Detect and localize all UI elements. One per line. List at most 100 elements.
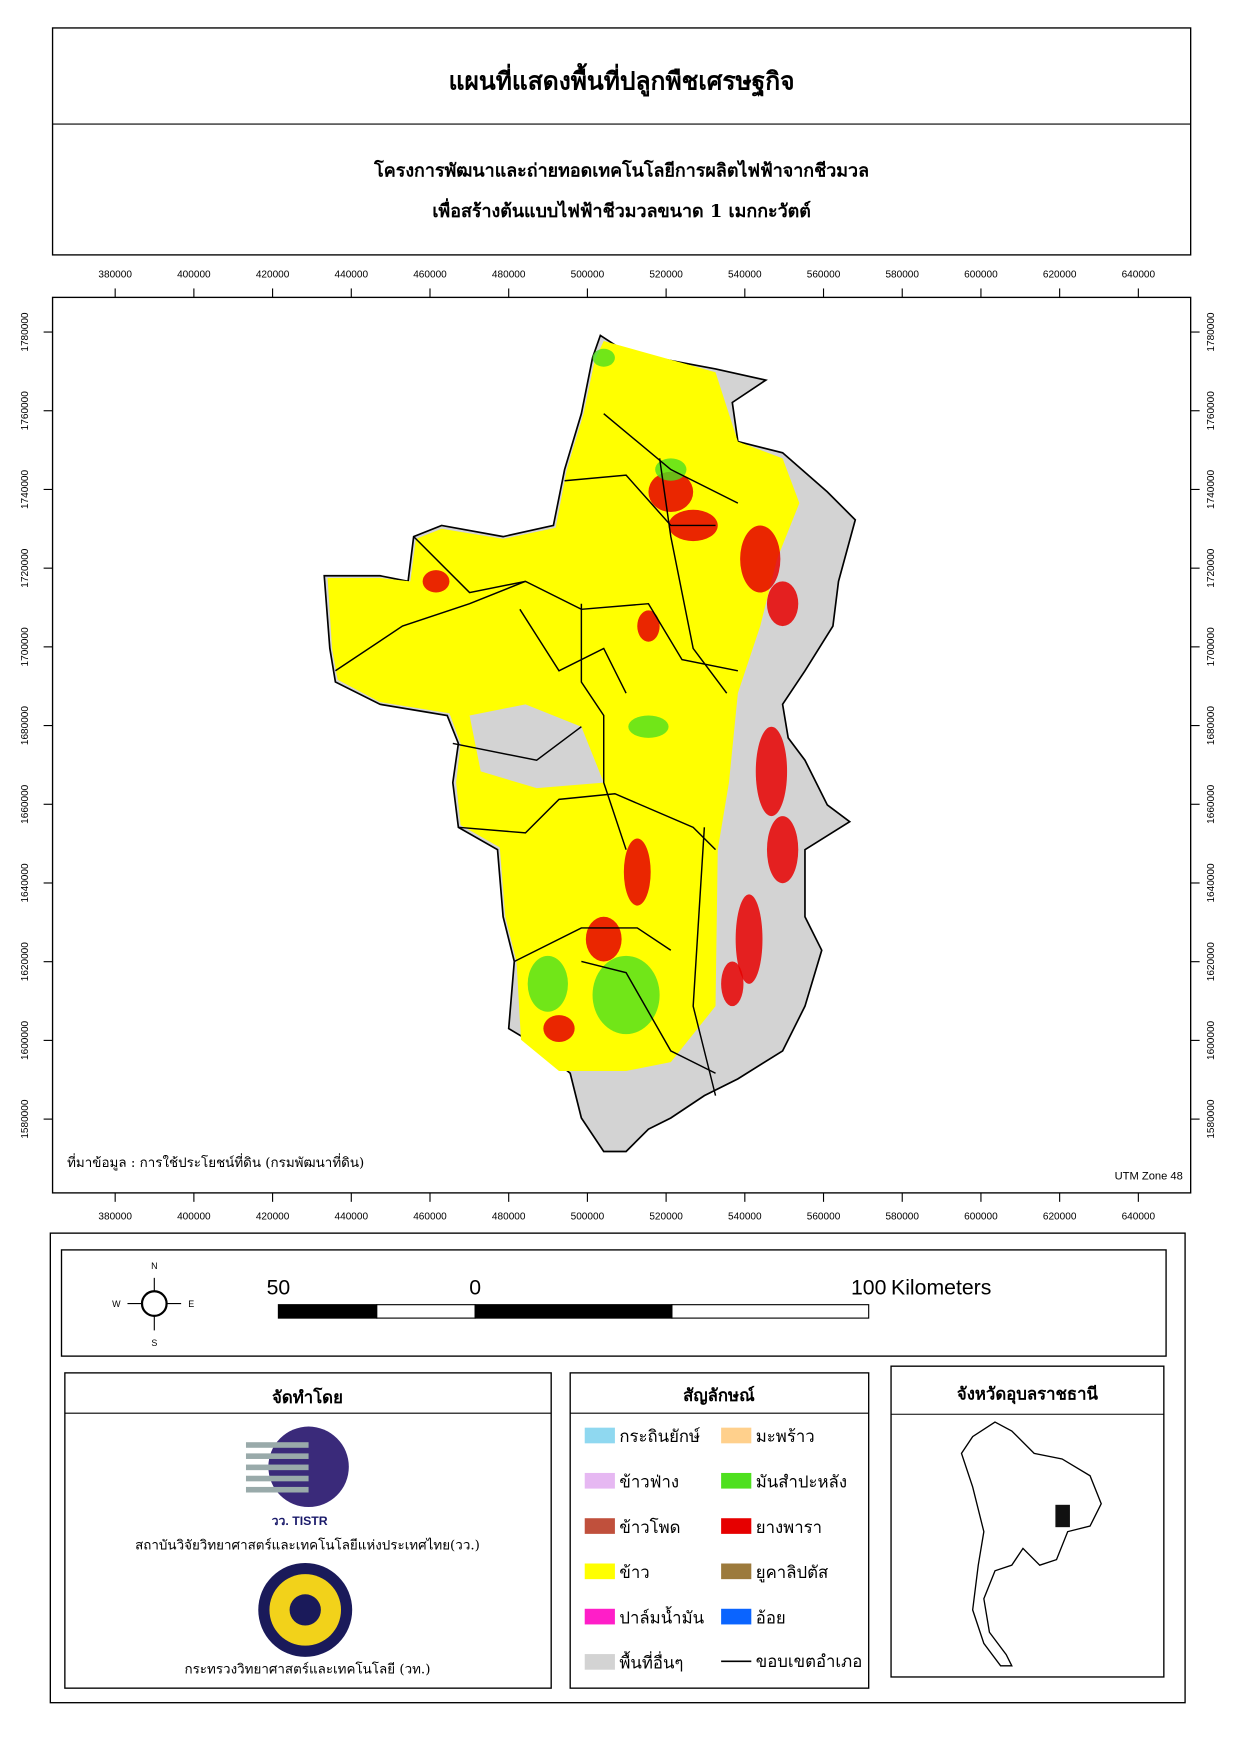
y-tick-label: 1760000 [1206,391,1217,431]
district-boundary [603,413,739,504]
y-tick-label: 1760000 [20,391,31,431]
x-tick-label: 480000 [492,269,526,280]
legend-swatch [721,1472,752,1489]
x-tick-label: 520000 [649,1212,683,1223]
logo-text: วว. TISTR [272,1514,328,1528]
legend-label: มันสำปะหลัง [756,1471,847,1491]
producer-title: จัดทำโดย [272,1387,343,1407]
scale-segment [376,1304,476,1319]
y-tick-label: 1660000 [20,784,31,824]
y-tick-label: 1660000 [1206,784,1217,824]
x-tick-label: 420000 [256,1212,290,1223]
y-tick-label: 1680000 [1206,706,1217,746]
district-boundary [692,827,717,1096]
header-box [51,27,1192,256]
legend-swatch [584,1563,615,1580]
x-tick-label: 580000 [885,269,919,280]
legend-label: ขอบเขตอำเภอ [756,1651,863,1671]
legend-swatch [584,1608,615,1625]
x-tick-label: 540000 [728,269,762,280]
map-frame [51,296,1192,1194]
rubber-area [623,838,651,906]
cassava-area [592,348,615,367]
legend-swatch [584,1427,615,1444]
subtitle: โครงการพัฒนาและถ่ายทอดเทคโนโลยีการผลิตไฟ… [373,160,869,182]
y-tick-label: 1580000 [1206,1099,1217,1139]
source-note: ที่มาข้อมูล : การใช้ประโยชน์ที่ดิน (กรมพ… [67,1153,364,1171]
map-layer [323,334,857,1153]
scale-panel [60,1249,1167,1357]
y-tick-label: 1580000 [20,1099,31,1139]
cassava-area [628,715,669,738]
scale-label: 50 [267,1276,291,1300]
x-tick-label: 620000 [1043,269,1077,280]
x-tick-label: 600000 [964,1212,998,1223]
district-boundary [513,927,672,963]
province-highlight [1055,1504,1070,1528]
compass: N E S W [112,1261,194,1348]
legend-panel [569,1372,870,1689]
legend-title: สัญลักษณ์ [683,1385,755,1406]
y-tick-label: 1640000 [20,863,31,903]
cassava-area [592,955,660,1035]
inset-title: จังหวัดอุบลราชธานี [957,1384,1099,1405]
rubber-area [585,916,622,962]
scale-label: 0 [469,1276,481,1300]
x-tick-label: 380000 [98,1212,132,1223]
y-tick-label: 1780000 [1206,312,1217,352]
y-tick-label: 1620000 [20,942,31,982]
legend-swatch [584,1472,615,1489]
x-tick-label: 440000 [335,269,369,280]
rubber-area [422,570,450,593]
district-boundary [452,726,582,762]
legend-swatch [721,1427,752,1444]
legend-label: ข้าว [619,1562,649,1582]
legend-label: ยางพารา [756,1517,822,1537]
x-tick-label: 500000 [571,1212,605,1223]
rubber-area [766,581,799,627]
legend-swatch [721,1608,752,1625]
org-name: สถาบันวิจัยวิทยาศาสตร์และเทคโนโลยีแห่งปร… [135,1538,480,1554]
y-tick-label: 1720000 [1206,548,1217,588]
legend-label: ปาล์มน้ำมัน [619,1605,704,1627]
y-tick-label: 1700000 [1206,627,1217,667]
x-tick-label: 540000 [728,1212,762,1223]
scale-segment [671,1304,870,1319]
x-tick-label: 420000 [256,269,290,280]
scale-segment [474,1304,673,1319]
producer-panel [64,1372,552,1689]
y-tick-label: 1600000 [1206,1020,1217,1060]
title: แผนที่แสดงพื้นที่ปลูกพืชเศรษฐกิจ [449,62,795,97]
x-tick-label: 460000 [413,1212,447,1223]
district-boundary [564,474,716,527]
x-tick-label: 560000 [807,269,841,280]
legend: กระถินยักษ์ข้าวฟ่างข้าวโพดข้าวปาล์มน้ำมั… [584,1426,863,1673]
compass-n: N [151,1261,157,1271]
legend-label: ข้าวโพด [619,1517,680,1537]
y-tick-label: 1620000 [1206,942,1217,982]
y-tick-label: 1640000 [1206,863,1217,903]
ministry-logo [258,1562,353,1657]
inset-panel [890,1365,1165,1678]
x-tick-label: 640000 [1122,269,1156,280]
rubber-area [648,471,694,513]
thailand-outline [960,1421,1102,1667]
x-tick-label: 400000 [177,269,211,280]
y-tick-label: 1680000 [20,706,31,746]
x-tick-label: 380000 [98,269,132,280]
x-tick-label: 400000 [177,1212,211,1223]
x-tick-label: 620000 [1043,1212,1077,1223]
rubber-area [755,726,788,817]
district-boundary [658,458,728,694]
other-area [469,704,604,789]
district-boundary [580,603,627,850]
y-tick-label: 1740000 [1206,469,1217,509]
org-name: กระทรวงวิทยาศาสตร์และเทคโนโลยี (วท.) [184,1662,430,1678]
compass-w: W [112,1299,121,1309]
legend-swatch [584,1654,615,1670]
subtitle: เพื่อสร้างต้นแบบไฟฟ้าชีวมวลขนาด 1 เมกกะว… [432,198,811,222]
x-tick-label: 640000 [1122,1212,1156,1223]
legend-label: ข้าวฟ่าง [619,1471,679,1491]
y-tick-label: 1740000 [20,469,31,509]
